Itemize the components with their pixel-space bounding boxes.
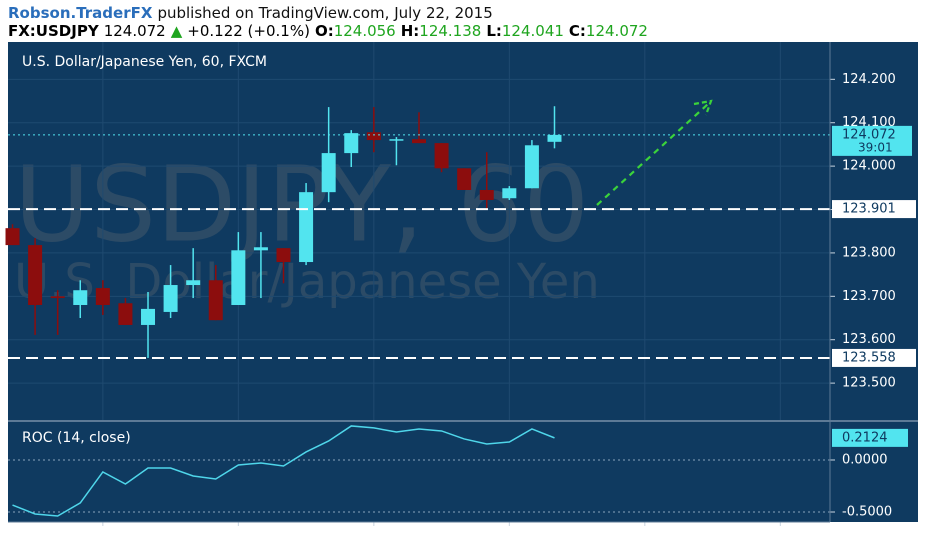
chart: USDJPY, 60U.S. Dollar/Japanese Yen123.50…	[5, 42, 918, 541]
quote-part: +0.122 (+0.1%)	[187, 22, 310, 40]
x-tick-label: 18:00	[491, 526, 528, 541]
quote-part: O:	[315, 22, 334, 40]
quote-part: L:	[486, 22, 502, 40]
candle-body	[434, 143, 449, 169]
watermark: U.S. Dollar/Japanese Yen	[14, 254, 600, 310]
candle-body	[95, 288, 110, 305]
roc-line	[12, 425, 555, 517]
quote-part: 124.138	[419, 22, 481, 40]
level-label-box	[832, 200, 916, 219]
candle-body	[299, 192, 314, 263]
y-tick-label: 123.800	[842, 245, 896, 260]
drawn-arrow	[596, 103, 709, 206]
candle-body	[253, 247, 268, 251]
candle-body	[389, 139, 404, 141]
level-label: 123.558	[842, 350, 896, 365]
candle-body	[412, 139, 426, 144]
candle-body	[186, 280, 201, 286]
candle-body	[479, 189, 494, 200]
candle-body	[276, 248, 291, 263]
quote-part: 124.072	[586, 22, 648, 40]
quote-part: 124.056	[334, 22, 396, 40]
x-tick-label: 06:00	[762, 526, 799, 541]
y-tick-label: 123.700	[842, 289, 896, 304]
quote-part: C:	[569, 22, 586, 40]
quote-line: FX:USDJPY 124.072 ▲ +0.122 (+0.1%) O:124.056…	[8, 22, 648, 40]
level-label: 123.901	[842, 202, 896, 217]
candle-body	[344, 133, 359, 154]
last-price-label: 124.072	[842, 127, 896, 142]
candle-body	[366, 132, 381, 141]
arrow-head	[693, 99, 713, 116]
x-tick-label: 22	[95, 526, 112, 541]
candle-body	[208, 280, 223, 321]
candle-body	[457, 168, 472, 190]
y-tick-label: -0.5000	[842, 505, 892, 520]
candle-body	[231, 250, 246, 305]
pane-title: U.S. Dollar/Japanese Yen, 60, FXCM	[22, 54, 267, 70]
quote-part: FX:USDJPY	[8, 22, 100, 40]
x-tick-label: 06:00	[220, 526, 257, 541]
quote-part: ▲	[171, 22, 183, 40]
last-price-box	[832, 125, 912, 156]
quote-part: 124.041	[502, 22, 564, 40]
candle-body	[28, 245, 43, 305]
y-tick-label: 123.500	[842, 376, 896, 391]
candle-body	[5, 228, 20, 246]
chart-background	[8, 42, 918, 522]
quote-part: H:	[401, 22, 420, 40]
last-value-box	[832, 428, 908, 447]
last-value-label: 0.2124	[842, 430, 888, 445]
countdown: 39:01	[858, 140, 893, 154]
header-line: Robson.TraderFX published on TradingView.…	[8, 4, 493, 22]
y-tick-label: 0.0000	[842, 452, 888, 467]
y-tick-label: 123.600	[842, 332, 896, 347]
quote-part: 124.072	[104, 22, 166, 40]
candle-body	[73, 290, 88, 305]
candle-body	[321, 153, 336, 193]
candle-body	[141, 308, 156, 325]
pane-title: ROC (14, close)	[22, 430, 131, 446]
x-tick-label: 12:00	[355, 526, 392, 541]
candle-body	[50, 296, 65, 299]
candle-body	[524, 145, 539, 189]
x-tick-label: 23	[637, 526, 654, 541]
author[interactable]: Robson.TraderFX	[8, 4, 153, 22]
y-tick-label: 124.000	[842, 159, 896, 174]
candle-body	[163, 285, 178, 312]
level-label-box	[832, 348, 916, 367]
y-tick-label: 124.200	[842, 72, 896, 87]
candle-body	[547, 134, 562, 142]
candle-body	[502, 188, 517, 199]
published: published on TradingView.com, July 22, 2…	[157, 4, 492, 22]
candle-body	[118, 303, 133, 325]
